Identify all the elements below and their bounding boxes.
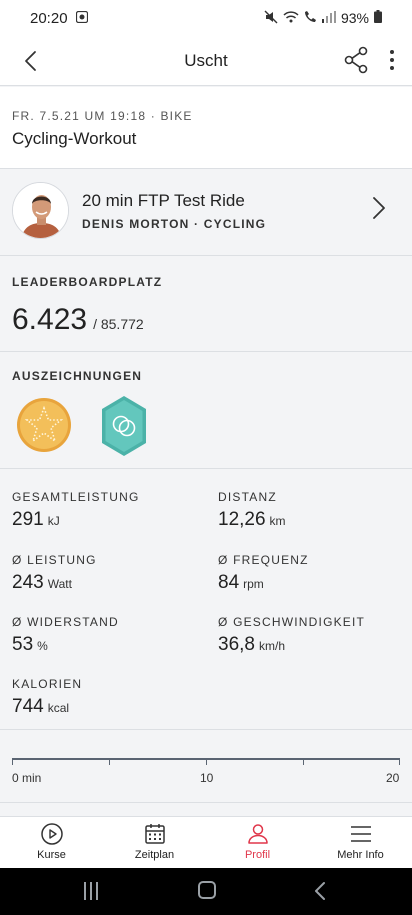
tab-label: Zeitplan	[134, 849, 175, 861]
awards-section: AUSZEICHNUNGEN	[0, 353, 412, 469]
leaderboard-section: LEADERBOARDPLATZ 6.423 / 85.772	[0, 257, 412, 352]
system-nav-bar	[0, 868, 412, 915]
stat-unit: rpm	[243, 577, 264, 591]
ride-instructor: DENIS MORTON · CYCLING	[82, 217, 267, 231]
stat-label: DISTANZ	[218, 490, 277, 504]
recents-button[interactable]	[84, 882, 102, 900]
stat-unit: Watt	[47, 577, 72, 591]
timeline-label-mid: 10	[200, 771, 214, 785]
tab-label: Mehr Info	[337, 849, 384, 861]
stat-value: 744	[12, 696, 44, 717]
timeline-tick	[12, 758, 13, 765]
stat-label: Ø FREQUENZ	[218, 553, 309, 567]
rank-total: / 85.772	[93, 316, 144, 332]
share-icon	[344, 46, 368, 74]
wifi-icon	[283, 10, 299, 27]
hexagon-badge-icon[interactable]	[100, 395, 148, 457]
bar	[96, 882, 98, 900]
timeline-tick	[109, 758, 110, 765]
stat-label: GESAMTLEISTUNG	[12, 490, 140, 504]
dot	[390, 66, 394, 70]
stat-value: 12,26	[218, 509, 266, 530]
stat-total-output: GESAMTLEISTUNG 291 kJ	[12, 490, 139, 531]
stat-avg-output: Ø LEISTUNG 243 Watt	[12, 553, 97, 594]
stat-unit: %	[37, 639, 48, 653]
timeline-tick	[399, 758, 400, 765]
chevron-right-icon	[373, 197, 385, 219]
person-icon	[247, 824, 268, 844]
leaderboard-rank: 6.423 / 85.772	[12, 303, 400, 337]
timeline-tick	[303, 758, 304, 765]
signal-icon	[321, 10, 336, 26]
battery-icon	[374, 10, 382, 26]
ride-card[interactable]: 20 min FTP Test Ride DENIS MORTON · CYCL…	[0, 170, 412, 256]
awards-label: AUSZEICHNUNGEN	[12, 369, 143, 383]
bar	[90, 882, 92, 900]
stat-distance: DISTANZ 12,26 km	[218, 490, 286, 531]
instructor-avatar	[12, 182, 69, 239]
mute-icon	[264, 10, 278, 27]
stat-avg-cadence: Ø FREQUENZ 84 rpm	[218, 553, 309, 594]
stat-unit: km/h	[258, 639, 285, 653]
system-back-button[interactable]	[313, 880, 331, 902]
menu-icon	[350, 826, 371, 842]
dot	[390, 50, 394, 54]
stat-label: KALORIEN	[12, 677, 83, 691]
stat-value: 243	[12, 572, 44, 593]
status-bar: 20:20 93%	[0, 0, 412, 36]
ride-open-button[interactable]	[372, 196, 396, 224]
battery-percent: 93%	[340, 10, 369, 26]
workout-meta: FR. 7.5.21 UM 19:18 · BIKE	[12, 109, 193, 123]
badge-list	[12, 395, 400, 459]
stats-section: GESAMTLEISTUNG 291 kJ DISTANZ 12,26 km Ø L…	[0, 470, 412, 730]
stat-unit: kcal	[47, 701, 70, 715]
ride-title: 20 min FTP Test Ride	[82, 191, 245, 210]
share-button[interactable]	[343, 46, 371, 74]
stat-label: Ø GESCHWINDIGKEIT	[218, 615, 366, 629]
leaderboard-label: LEADERBOARDPLATZ	[12, 275, 163, 289]
notification-icon	[75, 10, 88, 27]
stat-avg-resistance: Ø WIDERSTAND 53%	[12, 615, 119, 656]
status-time: 20:20	[30, 9, 68, 27]
stat-value: 36,8	[218, 634, 255, 655]
bar	[84, 882, 86, 900]
stat-label: Ø WIDERSTAND	[12, 615, 119, 629]
rank-value: 6.423	[12, 303, 88, 336]
stat-unit: kJ	[47, 514, 60, 528]
tab-label: Profil	[244, 849, 271, 861]
stat-value: 84	[218, 572, 240, 593]
tab-label: Kurse	[37, 849, 66, 861]
home-button[interactable]	[198, 881, 216, 899]
dot	[390, 58, 394, 62]
workout-title: Cycling-Workout	[12, 129, 137, 148]
stat-avg-speed: Ø GESCHWINDIGKEIT 36,8 km/h	[218, 615, 365, 656]
tab-zeitplan[interactable]: Zeitplan	[103, 817, 206, 868]
timeline-tick	[206, 758, 207, 765]
workout-header: FR. 7.5.21 UM 19:18 · BIKE Cycling-Worko…	[0, 87, 412, 169]
play-circle-icon	[40, 823, 63, 845]
timeline-label-end: 20	[386, 771, 400, 785]
back-arrow-icon	[315, 882, 325, 900]
tab-mehr-info[interactable]: Mehr Info	[309, 817, 412, 868]
tab-kurse[interactable]: Kurse	[0, 817, 103, 868]
star-badge-icon[interactable]	[16, 397, 72, 453]
timeline-label-start: 0 min	[12, 771, 42, 785]
stat-value: 53	[12, 634, 34, 655]
bottom-tab-bar: Kurse Zeitplan Profil Mehr Info	[0, 816, 412, 868]
back-button[interactable]	[16, 47, 44, 75]
stat-unit: km	[269, 514, 286, 528]
call-icon	[304, 10, 317, 26]
calendar-icon	[144, 824, 165, 844]
chevron-left-icon	[25, 51, 36, 71]
app-bar: Uscht	[0, 36, 412, 86]
stat-calories: KALORIEN 744 kcal	[12, 677, 82, 718]
stat-value: 291	[12, 509, 44, 530]
page-title: Uscht	[184, 50, 228, 70]
tab-profil[interactable]: Profil	[206, 817, 309, 868]
more-options-button[interactable]	[382, 46, 402, 74]
workout-timeline: 0 min 10 20	[0, 731, 412, 803]
stat-label: Ø LEISTUNG	[12, 553, 97, 567]
